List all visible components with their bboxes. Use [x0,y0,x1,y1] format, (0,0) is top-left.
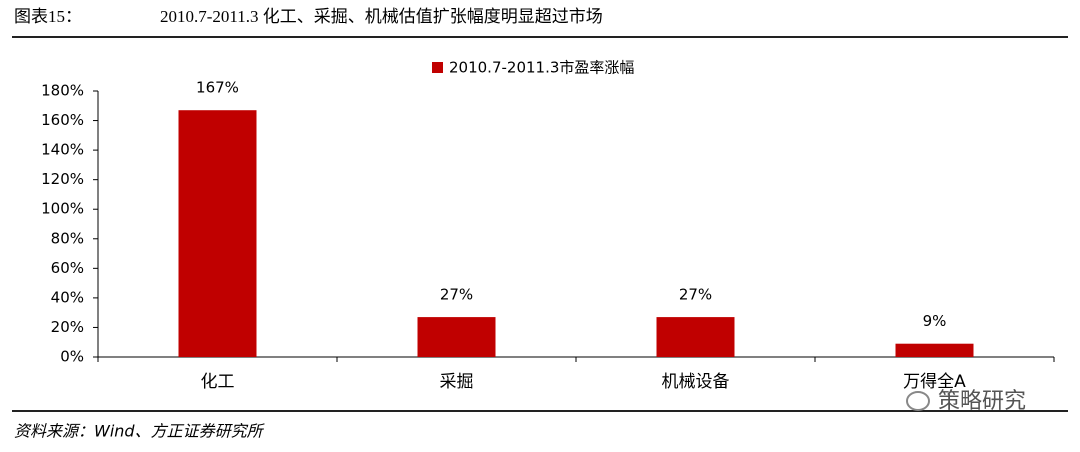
y-tick-label: 120% [41,170,84,188]
y-tick-label: 20% [51,318,84,336]
y-tick-label: 0% [60,348,84,366]
chart-title: 2010.7-2011.3 化工、采掘、机械估值扩张幅度明显超过市场 [160,7,603,26]
bar [178,110,257,357]
y-tick-label: 40% [51,288,84,306]
y-tick-label: 80% [51,229,84,247]
bar [895,343,974,357]
figure-label: 图表15： [14,7,82,26]
bar [656,317,735,357]
x-tick-label: 化工 [201,372,235,392]
source-note: 资料来源：Wind、方正证券研究所 [14,422,266,441]
watermark-icon [906,391,930,411]
x-tick-label: 采掘 [440,372,474,392]
x-tick-label: 机械设备 [662,372,730,392]
y-tick-label: 180% [41,82,84,100]
y-tick-label: 140% [41,141,84,159]
x-tick-label: 万得全A [903,372,966,392]
legend-label: 2010.7-2011.3市盈率涨幅 [449,59,634,77]
watermark-text: 策略研究 [938,389,1026,414]
legend-swatch [432,62,443,73]
y-tick-label: 60% [51,259,84,277]
watermark: 策略研究 [906,389,1026,414]
y-tick-label: 160% [41,111,84,129]
value-label: 27% [679,286,712,304]
bar [417,317,496,357]
value-label: 9% [923,312,947,330]
value-label: 27% [440,286,473,304]
value-label: 167% [196,79,239,97]
y-tick-label: 100% [41,200,84,218]
